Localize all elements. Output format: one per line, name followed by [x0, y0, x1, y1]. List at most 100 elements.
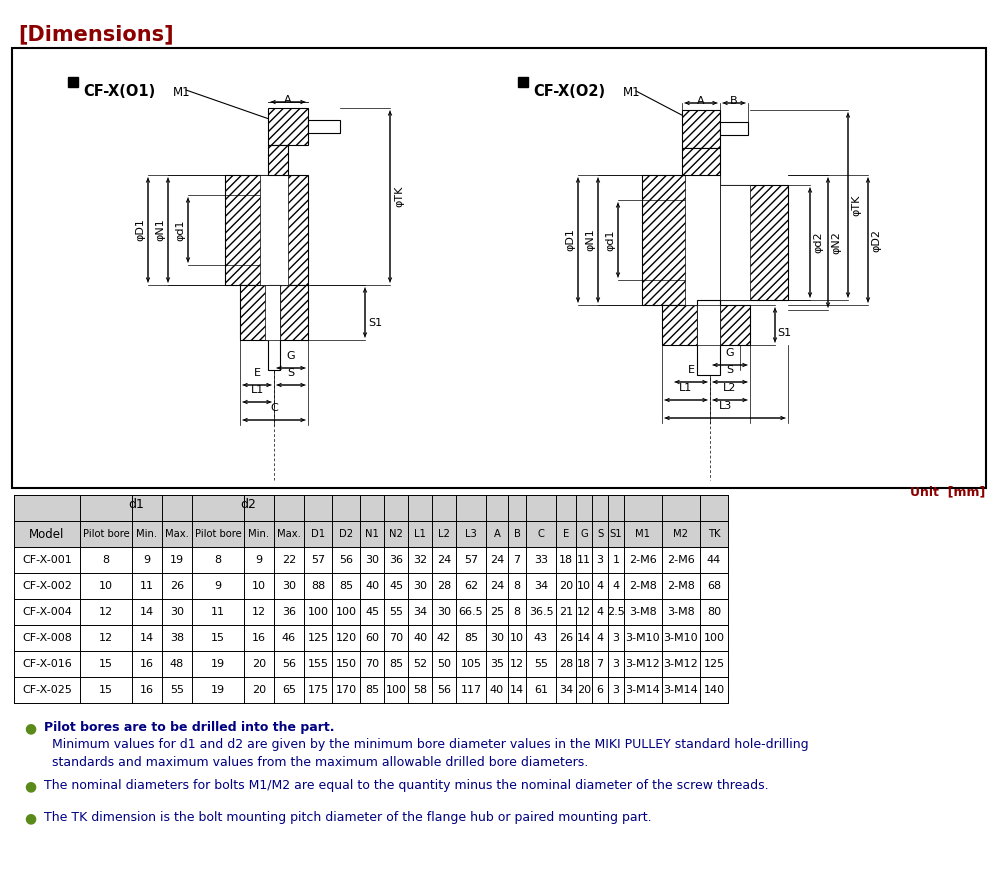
Text: d2: d2 — [240, 499, 256, 511]
Text: 30: 30 — [170, 607, 184, 617]
Text: 4: 4 — [596, 633, 604, 643]
Text: Pilot bores are to be drilled into the part.: Pilot bores are to be drilled into the p… — [44, 721, 334, 734]
Text: 36.5: 36.5 — [529, 607, 553, 617]
Text: 7: 7 — [513, 555, 521, 565]
Text: CF-X-025: CF-X-025 — [22, 685, 72, 695]
Text: 100: 100 — [386, 685, 406, 695]
Text: 117: 117 — [460, 685, 482, 695]
Text: L1: L1 — [679, 383, 693, 393]
Text: 12: 12 — [252, 607, 266, 617]
Bar — [225, 175, 308, 285]
Text: 15: 15 — [99, 659, 113, 669]
Text: CF-X-016: CF-X-016 — [22, 659, 72, 669]
Bar — [14, 495, 728, 547]
Text: 60: 60 — [365, 633, 379, 643]
Text: 66.5: 66.5 — [459, 607, 483, 617]
Text: 62: 62 — [464, 581, 478, 591]
Text: Model: Model — [29, 527, 65, 541]
Text: 150: 150 — [336, 659, 356, 669]
Text: 30: 30 — [282, 581, 296, 591]
Text: 15: 15 — [211, 633, 225, 643]
Text: M2: M2 — [674, 529, 688, 539]
Text: 14: 14 — [140, 633, 154, 643]
Text: 3-M8: 3-M8 — [667, 607, 695, 617]
Text: 55: 55 — [170, 685, 184, 695]
Text: 3: 3 — [612, 685, 620, 695]
Text: N1: N1 — [365, 529, 379, 539]
Text: 14: 14 — [577, 633, 591, 643]
Text: 40: 40 — [490, 685, 504, 695]
Text: φd1: φd1 — [175, 219, 185, 240]
Text: 105: 105 — [460, 659, 482, 669]
Text: CF-X(O2): CF-X(O2) — [533, 84, 605, 99]
Text: φD1: φD1 — [565, 229, 575, 251]
Text: 155: 155 — [308, 659, 328, 669]
Text: ●: ● — [24, 811, 36, 825]
Text: 19: 19 — [211, 685, 225, 695]
Text: 65: 65 — [282, 685, 296, 695]
Text: M1: M1 — [623, 86, 641, 99]
Text: 42: 42 — [437, 633, 451, 643]
Text: 45: 45 — [389, 581, 403, 591]
Text: 85: 85 — [389, 659, 403, 669]
Text: 10: 10 — [510, 633, 524, 643]
Bar — [682, 110, 720, 148]
Text: 4: 4 — [596, 581, 604, 591]
Text: D2: D2 — [339, 529, 353, 539]
Text: 88: 88 — [311, 581, 325, 591]
Text: CF-X-001: CF-X-001 — [22, 555, 72, 565]
Text: 25: 25 — [490, 607, 504, 617]
Text: 11: 11 — [140, 581, 154, 591]
Text: 125: 125 — [307, 633, 329, 643]
Bar — [682, 148, 720, 175]
Text: S1: S1 — [368, 317, 382, 327]
Text: 9: 9 — [255, 555, 263, 565]
Text: S: S — [597, 529, 603, 539]
Text: ●: ● — [24, 721, 36, 735]
Text: φTK: φTK — [851, 194, 861, 215]
Bar — [240, 285, 308, 340]
Text: 15: 15 — [99, 685, 113, 695]
Bar — [720, 122, 748, 135]
Text: E: E — [563, 529, 569, 539]
Text: 40: 40 — [365, 581, 379, 591]
Text: 22: 22 — [282, 555, 296, 565]
Text: 34: 34 — [413, 607, 427, 617]
Text: 16: 16 — [140, 659, 154, 669]
Text: 50: 50 — [437, 659, 451, 669]
Text: Pilot bore: Pilot bore — [195, 529, 241, 539]
Text: 140: 140 — [703, 685, 725, 695]
Text: Minimum values for d1 and d2 are given by the minimum bore diameter values in th: Minimum values for d1 and d2 are given b… — [52, 738, 809, 770]
Text: 100: 100 — [704, 633, 724, 643]
Text: d1: d1 — [128, 499, 144, 511]
Text: 12: 12 — [577, 607, 591, 617]
Text: TK: TK — [708, 529, 720, 539]
Text: 8: 8 — [102, 555, 110, 565]
Text: 12: 12 — [99, 633, 113, 643]
Text: B: B — [514, 529, 520, 539]
Text: 14: 14 — [510, 685, 524, 695]
Text: ●: ● — [24, 779, 36, 793]
Text: 19: 19 — [211, 659, 225, 669]
Text: 3-M14: 3-M14 — [626, 685, 660, 695]
Text: 8: 8 — [513, 581, 521, 591]
Text: 175: 175 — [307, 685, 329, 695]
Text: 120: 120 — [335, 633, 357, 643]
Text: L1: L1 — [414, 529, 426, 539]
Text: 3-M10: 3-M10 — [626, 633, 660, 643]
Text: 4: 4 — [612, 581, 620, 591]
Text: 34: 34 — [559, 685, 573, 695]
Text: E: E — [254, 368, 260, 378]
Text: 43: 43 — [534, 633, 548, 643]
Text: 9: 9 — [143, 555, 151, 565]
Text: 36: 36 — [389, 555, 403, 565]
Bar — [268, 108, 308, 145]
Text: E: E — [688, 365, 694, 375]
Text: 2-M6: 2-M6 — [667, 555, 695, 565]
Text: 55: 55 — [534, 659, 548, 669]
Text: 80: 80 — [707, 607, 721, 617]
Text: 100: 100 — [308, 607, 328, 617]
Text: 56: 56 — [437, 685, 451, 695]
Text: 3-M12: 3-M12 — [664, 659, 698, 669]
Text: φN1: φN1 — [155, 219, 165, 241]
